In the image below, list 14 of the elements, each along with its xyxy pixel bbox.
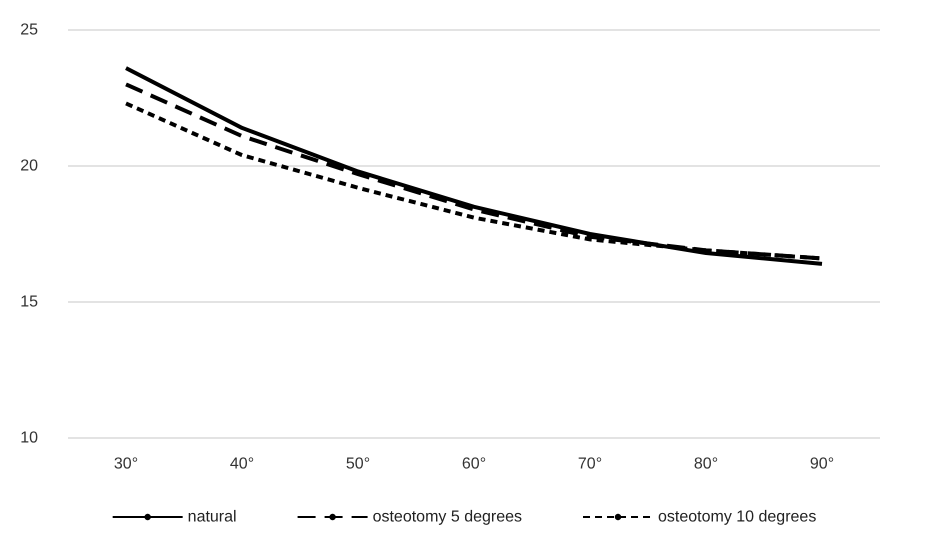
x-tick-label: 30° bbox=[114, 456, 138, 472]
y-tick-label: 25 bbox=[20, 22, 38, 38]
x-tick-label: 60° bbox=[462, 456, 486, 472]
x-tick-label: 50° bbox=[346, 456, 370, 472]
y-tick-label: 20 bbox=[20, 158, 38, 174]
legend-label: natural bbox=[188, 508, 237, 526]
x-tick-label: 80° bbox=[694, 456, 718, 472]
x-tick-label: 40° bbox=[230, 456, 254, 472]
x-tick-label: 90° bbox=[810, 456, 834, 472]
legend-label: osteotomy 5 degrees bbox=[372, 508, 522, 526]
y-tick-label: 15 bbox=[20, 294, 38, 310]
legend-label: osteotomy 10 degrees bbox=[658, 508, 816, 526]
x-tick-label: 70° bbox=[578, 456, 602, 472]
y-tick-label: 10 bbox=[20, 430, 38, 446]
